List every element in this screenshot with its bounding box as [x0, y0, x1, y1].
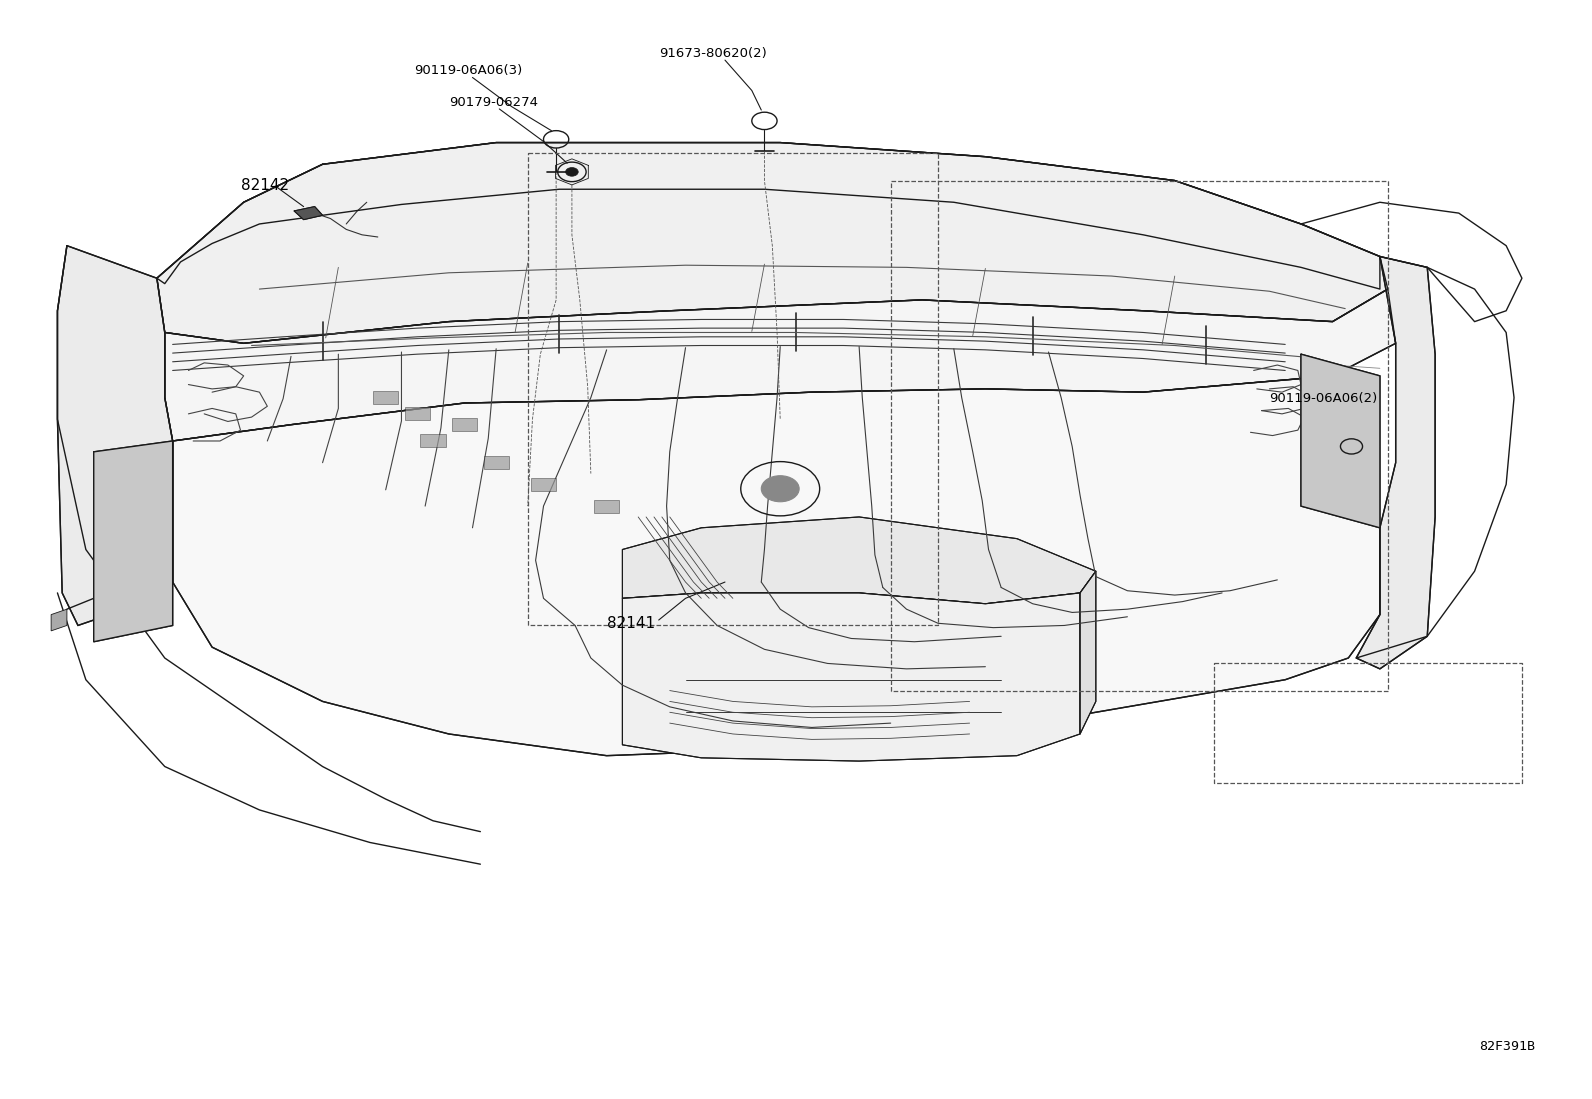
- Polygon shape: [51, 609, 67, 631]
- Polygon shape: [622, 517, 1095, 603]
- Polygon shape: [530, 478, 556, 491]
- Polygon shape: [1079, 571, 1095, 734]
- Polygon shape: [158, 143, 1388, 343]
- Polygon shape: [484, 456, 509, 469]
- Polygon shape: [94, 441, 172, 642]
- Polygon shape: [594, 500, 619, 512]
- Polygon shape: [172, 376, 1380, 756]
- Text: 82F391B: 82F391B: [1479, 1040, 1535, 1053]
- Text: 91673-80620(2): 91673-80620(2): [659, 47, 766, 60]
- Circle shape: [565, 167, 578, 176]
- Circle shape: [761, 476, 799, 502]
- Polygon shape: [452, 419, 478, 431]
- Polygon shape: [404, 408, 430, 421]
- Polygon shape: [57, 246, 172, 625]
- Polygon shape: [1301, 354, 1380, 528]
- Polygon shape: [158, 143, 1380, 289]
- Text: 90119-06A06(2): 90119-06A06(2): [1269, 392, 1377, 406]
- Polygon shape: [164, 289, 1396, 441]
- Text: 90119-06A06(3): 90119-06A06(3): [414, 65, 522, 77]
- Text: 90179-06274: 90179-06274: [449, 96, 538, 109]
- Polygon shape: [622, 592, 1079, 762]
- Polygon shape: [373, 391, 398, 404]
- Polygon shape: [420, 434, 446, 447]
- Text: 82142: 82142: [240, 178, 288, 193]
- Polygon shape: [295, 207, 323, 220]
- Text: 82141: 82141: [607, 615, 654, 631]
- Polygon shape: [1356, 256, 1434, 669]
